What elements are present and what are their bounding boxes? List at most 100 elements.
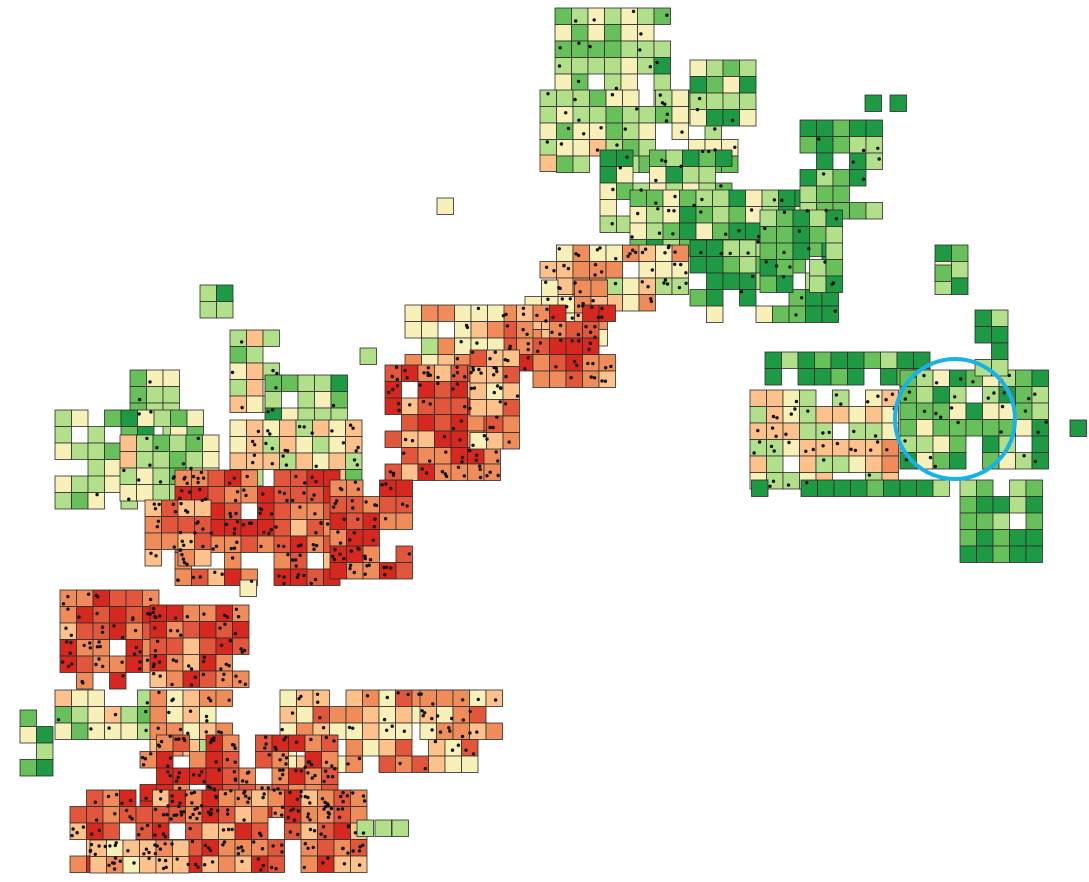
grid-cell [582, 321, 600, 339]
observation-point [154, 554, 158, 558]
observation-point [281, 753, 285, 757]
observation-point [195, 521, 199, 525]
observation-point [306, 812, 310, 816]
grid-cell [589, 89, 607, 107]
observation-point [157, 858, 162, 862]
observation-point [330, 429, 334, 433]
observation-point [242, 818, 246, 822]
observation-point [538, 341, 543, 345]
observation-point [505, 324, 510, 328]
observation-point [331, 403, 336, 408]
observation-point [172, 475, 176, 479]
observation-point [639, 32, 643, 36]
grid-cell [863, 351, 881, 369]
grid-cell [92, 589, 110, 607]
grid-cell [620, 73, 638, 91]
observation-point [148, 612, 152, 616]
grid-cell [572, 155, 590, 173]
observation-point [306, 815, 310, 819]
observation-point [239, 647, 243, 651]
grid-cell [485, 689, 503, 707]
observation-point [261, 863, 265, 868]
observation-point [424, 471, 429, 475]
observation-point [615, 143, 619, 147]
observation-point [204, 714, 209, 719]
grid-cell [556, 122, 574, 140]
grid-cell [589, 122, 607, 140]
observation-point [158, 674, 162, 678]
observation-point [185, 615, 190, 619]
observation-point [774, 434, 778, 438]
grid-cell [417, 397, 435, 415]
observation-point [959, 377, 963, 381]
grid-cell [149, 621, 167, 639]
observation-point [728, 251, 732, 256]
observation-point [128, 815, 132, 819]
observation-point [389, 566, 393, 570]
observation-point [557, 247, 561, 251]
observation-point [209, 812, 214, 816]
observation-point [303, 794, 307, 799]
observation-point [435, 714, 440, 718]
observation-point [94, 662, 98, 667]
observation-point [114, 841, 118, 845]
observation-point [71, 827, 75, 831]
observation-point [655, 60, 659, 65]
grid-cell [87, 442, 105, 460]
observation-point [153, 626, 157, 630]
grid-cell [295, 436, 313, 454]
grid-cell [273, 469, 291, 487]
grid-cell [172, 839, 190, 857]
grid-cell [587, 7, 605, 25]
observation-point [221, 678, 225, 682]
observation-point [196, 436, 200, 441]
observation-point [775, 416, 779, 420]
observation-point [171, 502, 176, 506]
observation-point [222, 672, 226, 676]
observation-point [450, 748, 455, 752]
grid-cell [362, 722, 380, 740]
observation-point [152, 606, 156, 611]
observation-point [593, 325, 597, 329]
observation-point [204, 730, 208, 734]
observation-point [852, 429, 856, 434]
observation-point [342, 862, 347, 866]
observation-point [170, 682, 174, 687]
observation-point [182, 560, 187, 565]
observation-point [137, 833, 141, 837]
grid-cell [722, 272, 740, 290]
observation-point [654, 178, 658, 183]
grid-cell [395, 479, 413, 497]
grid-cell [889, 94, 907, 112]
grid-cell [695, 206, 713, 224]
observation-point [306, 846, 310, 850]
grid-cell [776, 226, 794, 244]
grid-cell [671, 122, 689, 140]
observation-point [198, 487, 202, 492]
grid-cell [571, 24, 589, 42]
grid-cell [982, 386, 1000, 404]
observation-point [326, 856, 330, 860]
grid-cell [257, 502, 275, 520]
grid-cell [273, 502, 291, 520]
grid-cell [312, 706, 330, 724]
observation-point [326, 774, 330, 779]
observation-point [178, 548, 182, 552]
observation-point [180, 489, 184, 493]
grid-cell [174, 568, 192, 586]
observation-point [266, 786, 271, 790]
observation-point [214, 760, 218, 764]
observation-point [169, 628, 173, 633]
grid-cell [312, 419, 330, 437]
observation-point [209, 740, 213, 745]
grid-cell [166, 654, 184, 672]
grid-cell [849, 119, 867, 137]
observation-point [212, 787, 216, 791]
observation-point [223, 792, 228, 796]
grid-cell [391, 819, 409, 837]
observation-point [217, 768, 221, 772]
grid-cell [229, 452, 247, 470]
grid-cell [605, 277, 623, 295]
observation-point [576, 313, 580, 318]
observation-point [788, 265, 792, 269]
